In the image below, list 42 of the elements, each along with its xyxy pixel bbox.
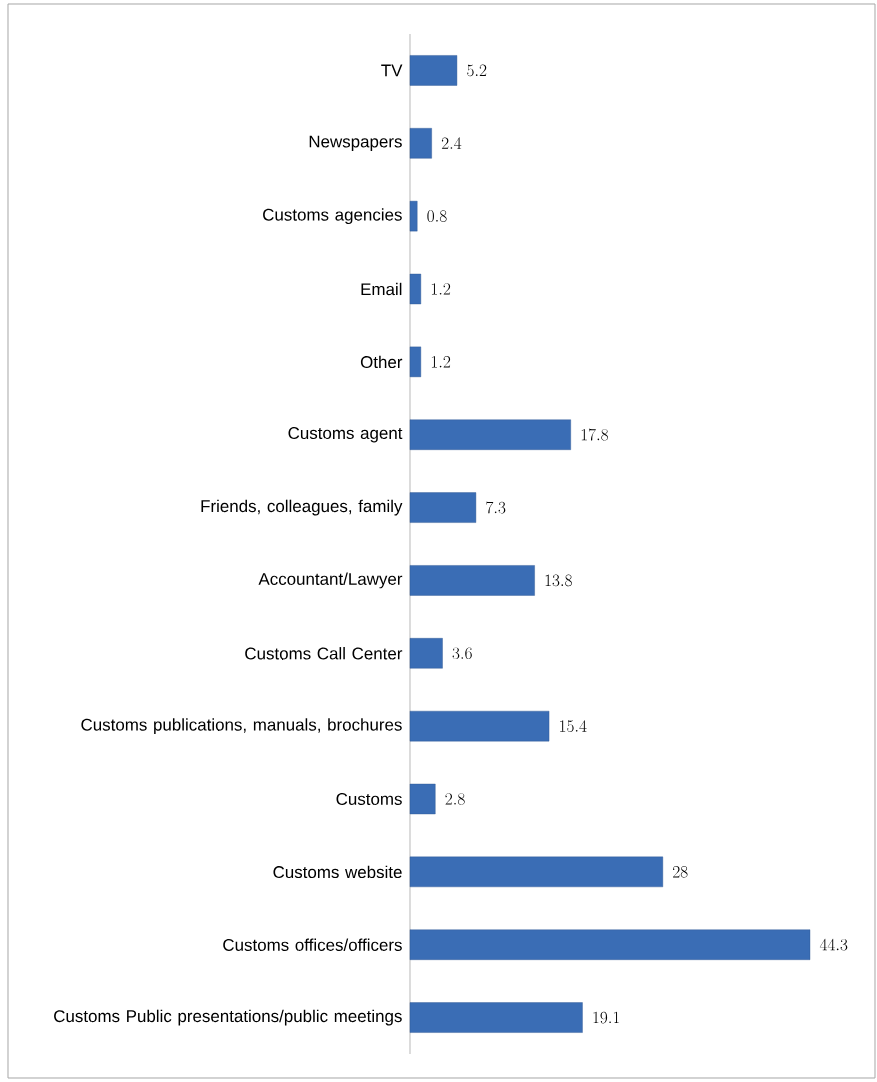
bar bbox=[409, 710, 550, 742]
y-tick-label: Customs bbox=[336, 793, 402, 806]
y-tick-label: Email bbox=[361, 282, 402, 296]
bar bbox=[409, 783, 436, 815]
bar bbox=[409, 419, 571, 450]
y-tick-label: Customs website bbox=[273, 865, 402, 879]
y-tick-label: Newspapers bbox=[309, 135, 402, 151]
y-tick-label: Accountant/Lawyer bbox=[258, 572, 403, 589]
y-tick-label: Other bbox=[360, 355, 403, 369]
data-label: 13.8 bbox=[545, 574, 572, 587]
y-tick-label: Friends, colleagues, family bbox=[201, 499, 403, 516]
data-label: 5.2 bbox=[467, 64, 487, 77]
bar bbox=[409, 565, 535, 596]
data-label: 15.4 bbox=[560, 720, 587, 732]
bar bbox=[409, 200, 418, 232]
bar bbox=[409, 55, 458, 86]
y-tick-label: Customs publications, manuals, brochures bbox=[81, 718, 402, 735]
data-label: 2.4 bbox=[441, 137, 462, 149]
data-label: 1 .2 bbox=[431, 356, 451, 368]
bar bbox=[409, 929, 811, 960]
data-label: 2.8 bbox=[445, 793, 465, 805]
data-label: 3.6 bbox=[452, 647, 472, 660]
data-label: 19. 1 bbox=[593, 1011, 620, 1024]
bar bbox=[409, 638, 443, 669]
y-tick-label: Customs agent bbox=[288, 427, 403, 443]
y-tick-label: Customs agencies bbox=[263, 208, 402, 225]
y-tick-label: Customs Public presentations/public meetings bbox=[54, 1009, 402, 1026]
bar bbox=[409, 856, 664, 888]
y-tick-label: Customs Call Center bbox=[245, 647, 403, 660]
data-label: 0.8 bbox=[427, 210, 447, 222]
data-label: 28 bbox=[673, 866, 688, 878]
bar bbox=[409, 492, 477, 523]
bar bbox=[409, 1002, 583, 1033]
bar bbox=[409, 346, 422, 378]
data-label: 17.8 bbox=[581, 428, 609, 441]
y-tick-label: Customs offices/officers bbox=[223, 938, 402, 951]
data-label: 7.3 bbox=[486, 501, 506, 514]
bar bbox=[409, 273, 422, 305]
data-label: 1 .2 bbox=[431, 283, 451, 295]
bar bbox=[409, 128, 432, 159]
y-tick-label: TV bbox=[381, 64, 403, 77]
data-label: 44.3 bbox=[819, 938, 848, 951]
